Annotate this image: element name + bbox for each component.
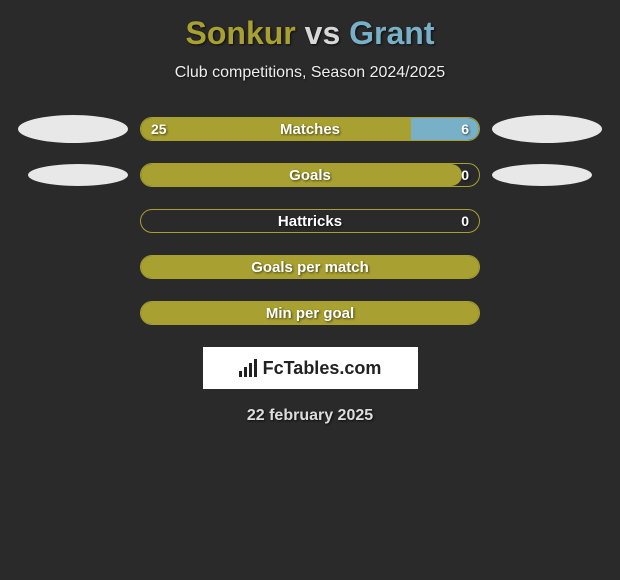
comparison-container: Sonkur vs Grant Club competitions, Seaso… [0,0,620,435]
bar-value-right-matches: 6 [461,118,469,140]
bar-label-matches: Matches [141,118,479,140]
avatar-left-placeholder [18,115,128,143]
bar-label-gpm: Goals per match [141,256,479,278]
club-right-placeholder [492,164,592,186]
logo-text: FcTables.com [263,358,382,379]
bars-area: 25 Matches 6 Goals 0 Hattricks 0 [0,117,620,325]
bar-track-hattricks: Hattricks 0 [140,209,480,233]
club-left-placeholder [28,164,128,186]
avatar-right-placeholder [492,115,602,143]
bar-label-mpg: Min per goal [141,302,479,324]
bar-value-right-goals: 0 [461,164,469,186]
bar-track-mpg: Min per goal [140,301,480,325]
bar-track-matches: 25 Matches 6 [140,117,480,141]
bar-value-right-hattricks: 0 [461,210,469,232]
bar-row-goals: Goals 0 [0,163,620,187]
subtitle: Club competitions, Season 2024/2025 [0,64,620,82]
page-title: Sonkur vs Grant [0,15,620,52]
bar-row-hattricks: Hattricks 0 [0,209,620,233]
bar-track-gpm: Goals per match [140,255,480,279]
title-player-right: Grant [349,15,434,51]
bar-row-mpg: Min per goal [0,301,620,325]
bar-label-hattricks: Hattricks [141,210,479,232]
title-vs: vs [305,15,341,51]
bar-label-goals: Goals [141,164,479,186]
chart-icon [239,359,257,377]
date-text: 22 february 2025 [0,407,620,425]
fctables-logo[interactable]: FcTables.com [203,347,418,389]
bar-row-gpm: Goals per match [0,255,620,279]
bar-row-matches: 25 Matches 6 [0,117,620,141]
bar-track-goals: Goals 0 [140,163,480,187]
title-player-left: Sonkur [186,15,296,51]
